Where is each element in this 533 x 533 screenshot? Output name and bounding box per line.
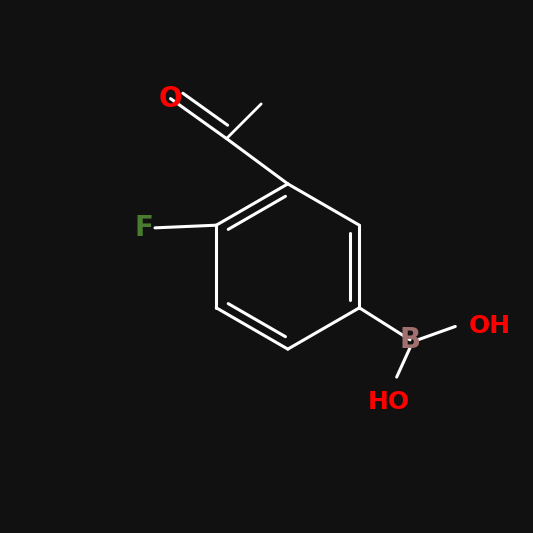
Text: HO: HO [368, 390, 410, 415]
Text: F: F [135, 214, 154, 242]
Text: O: O [159, 85, 182, 112]
Text: OH: OH [469, 314, 511, 338]
Text: B: B [399, 326, 421, 354]
